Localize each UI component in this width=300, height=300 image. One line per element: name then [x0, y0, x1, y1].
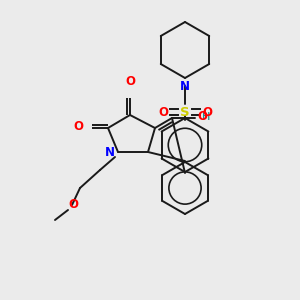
Text: O: O: [73, 121, 83, 134]
Text: H: H: [202, 112, 210, 122]
Text: O: O: [158, 106, 168, 118]
Text: O: O: [68, 197, 78, 211]
Text: O: O: [202, 106, 212, 118]
Text: N: N: [180, 80, 190, 93]
Text: S: S: [180, 106, 190, 118]
Text: O: O: [197, 110, 207, 124]
Text: O: O: [125, 75, 135, 88]
Text: N: N: [105, 146, 115, 158]
